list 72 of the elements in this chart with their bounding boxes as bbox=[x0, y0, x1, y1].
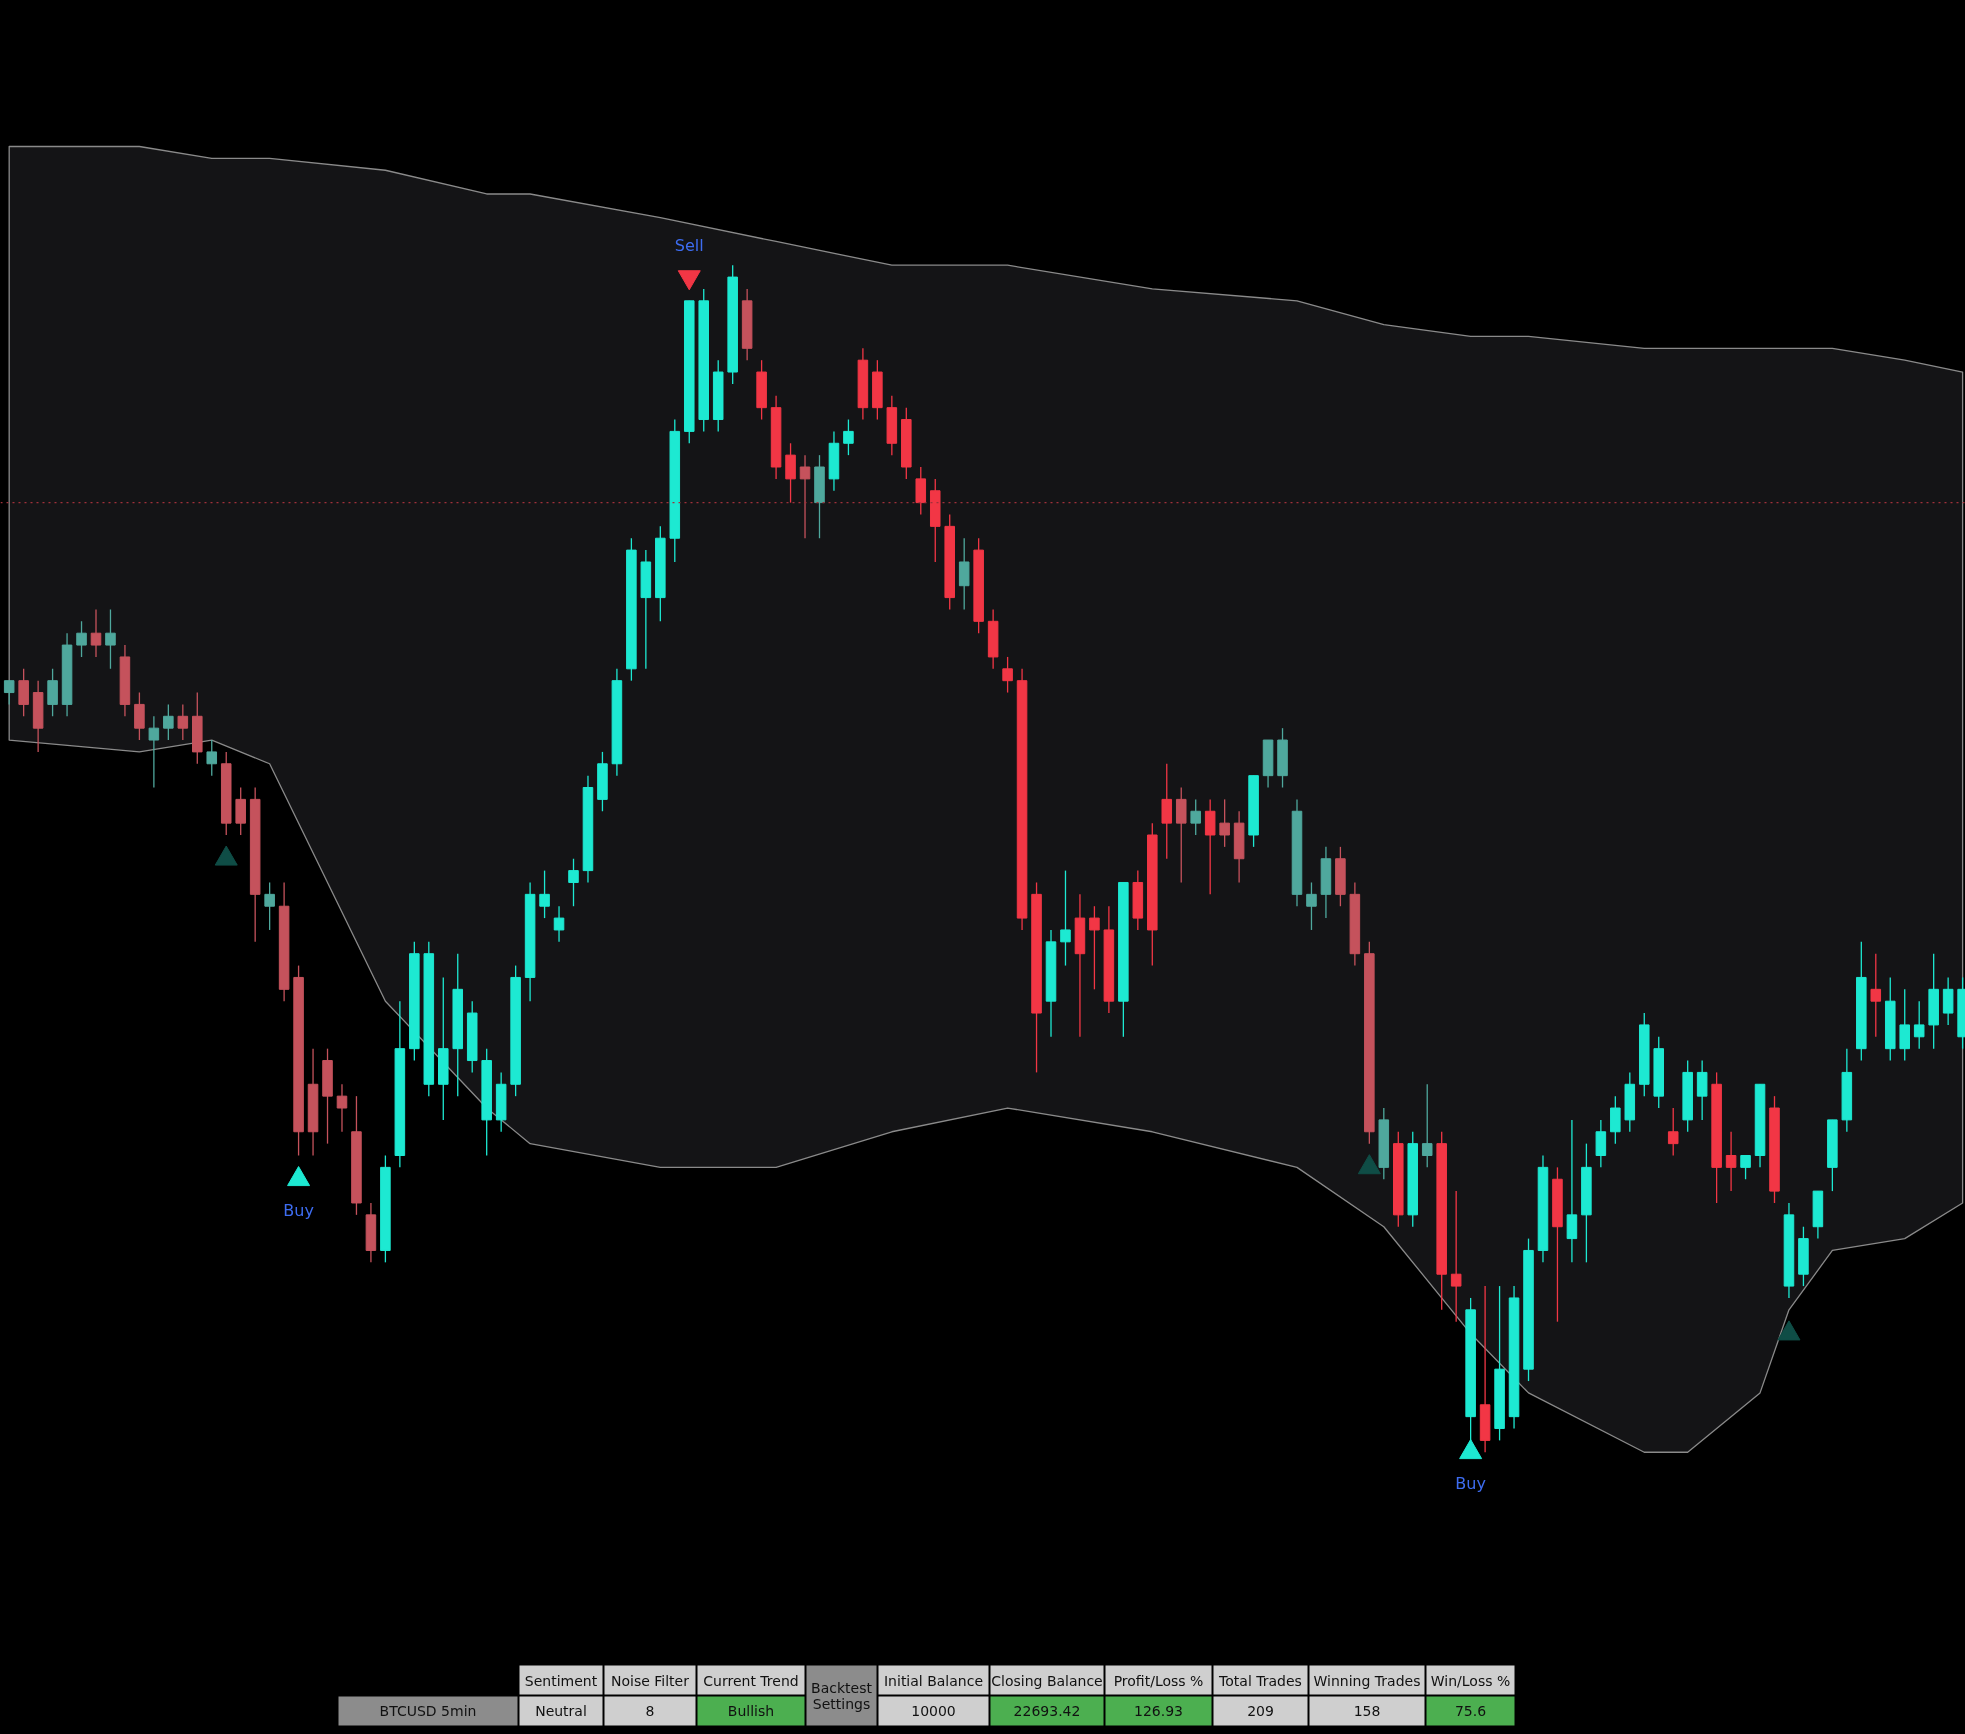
text: Winning Trades bbox=[1313, 1672, 1421, 1689]
candlestick bbox=[76, 620, 87, 658]
candlestick bbox=[1942, 976, 1954, 1026]
candlestick bbox=[539, 869, 550, 919]
candlestick bbox=[18, 668, 29, 717]
candlestick bbox=[163, 703, 174, 741]
candlestick bbox=[1913, 1000, 1925, 1050]
point bbox=[1357, 1154, 1381, 1175]
candlestick bbox=[1204, 798, 1216, 895]
candlestick bbox=[1610, 1095, 1621, 1145]
candlestick bbox=[1161, 763, 1173, 860]
point bbox=[287, 1166, 311, 1187]
candlestick bbox=[1060, 869, 1071, 967]
candlestick bbox=[1725, 1131, 1737, 1192]
text: Sentiment bbox=[524, 1672, 598, 1689]
text: 10000 bbox=[911, 1702, 956, 1719]
candlestick bbox=[90, 608, 102, 658]
candlestick bbox=[47, 668, 58, 717]
text: Neutral bbox=[535, 1702, 587, 1719]
candlestick bbox=[1566, 1119, 1578, 1263]
candlestick bbox=[1190, 798, 1201, 836]
candlestick bbox=[105, 608, 116, 670]
candlestick bbox=[206, 739, 218, 777]
point bbox=[1459, 1439, 1483, 1460]
candlestick bbox=[3, 680, 15, 706]
text: Initial Balance bbox=[883, 1672, 984, 1689]
text: 8 bbox=[645, 1702, 655, 1719]
candlestick bbox=[264, 881, 275, 931]
candlestick bbox=[177, 703, 189, 741]
series-label: Sell bbox=[674, 236, 704, 256]
candlestick bbox=[148, 715, 160, 789]
candlestick bbox=[1089, 905, 1100, 990]
text: Total Trades bbox=[1218, 1672, 1302, 1689]
candlestick bbox=[1306, 881, 1317, 931]
candlestick bbox=[1696, 1059, 1708, 1121]
candlestick bbox=[235, 786, 246, 836]
candlestick bbox=[1450, 1190, 1462, 1323]
point bbox=[1777, 1320, 1801, 1341]
candlestick bbox=[843, 418, 854, 456]
text: 158 bbox=[1353, 1702, 1381, 1719]
text: Profit/Loss % bbox=[1113, 1672, 1204, 1689]
text: Bullish bbox=[727, 1702, 775, 1719]
candlestick bbox=[1899, 988, 1910, 1062]
candlestick bbox=[134, 691, 145, 741]
candlestick bbox=[1870, 953, 1882, 1038]
text: 75.6 bbox=[1454, 1702, 1487, 1719]
text: Noise Filter bbox=[611, 1672, 690, 1689]
candlestick bbox=[1595, 1119, 1607, 1169]
candlestick bbox=[336, 1083, 348, 1133]
candlestick bbox=[1421, 1083, 1433, 1169]
candlestick bbox=[958, 537, 970, 611]
text: 22693.42 bbox=[1013, 1702, 1081, 1719]
text: BTCUSD 5min bbox=[379, 1702, 477, 1719]
text: Current Trend bbox=[703, 1672, 799, 1689]
series-label: Buy bbox=[283, 1201, 314, 1221]
candlestick bbox=[1002, 656, 1013, 694]
candlestick bbox=[799, 454, 811, 539]
candlestick bbox=[915, 466, 927, 516]
text: Backtest Settings bbox=[811, 1679, 873, 1712]
candlestick bbox=[1175, 786, 1187, 884]
text: Closing Balance bbox=[991, 1672, 1103, 1689]
candlestick bbox=[1740, 1154, 1751, 1180]
point bbox=[677, 270, 701, 291]
candlestick bbox=[785, 442, 796, 504]
text: Win/Loss % bbox=[1430, 1672, 1511, 1689]
text: 209 bbox=[1247, 1702, 1274, 1719]
text: Buy bbox=[1455, 1474, 1486, 1494]
candlestick bbox=[1667, 1107, 1679, 1157]
candlestick bbox=[553, 905, 565, 943]
text: 126.93 bbox=[1134, 1702, 1184, 1719]
candlestick bbox=[568, 858, 579, 907]
candlestick bbox=[1219, 798, 1230, 848]
